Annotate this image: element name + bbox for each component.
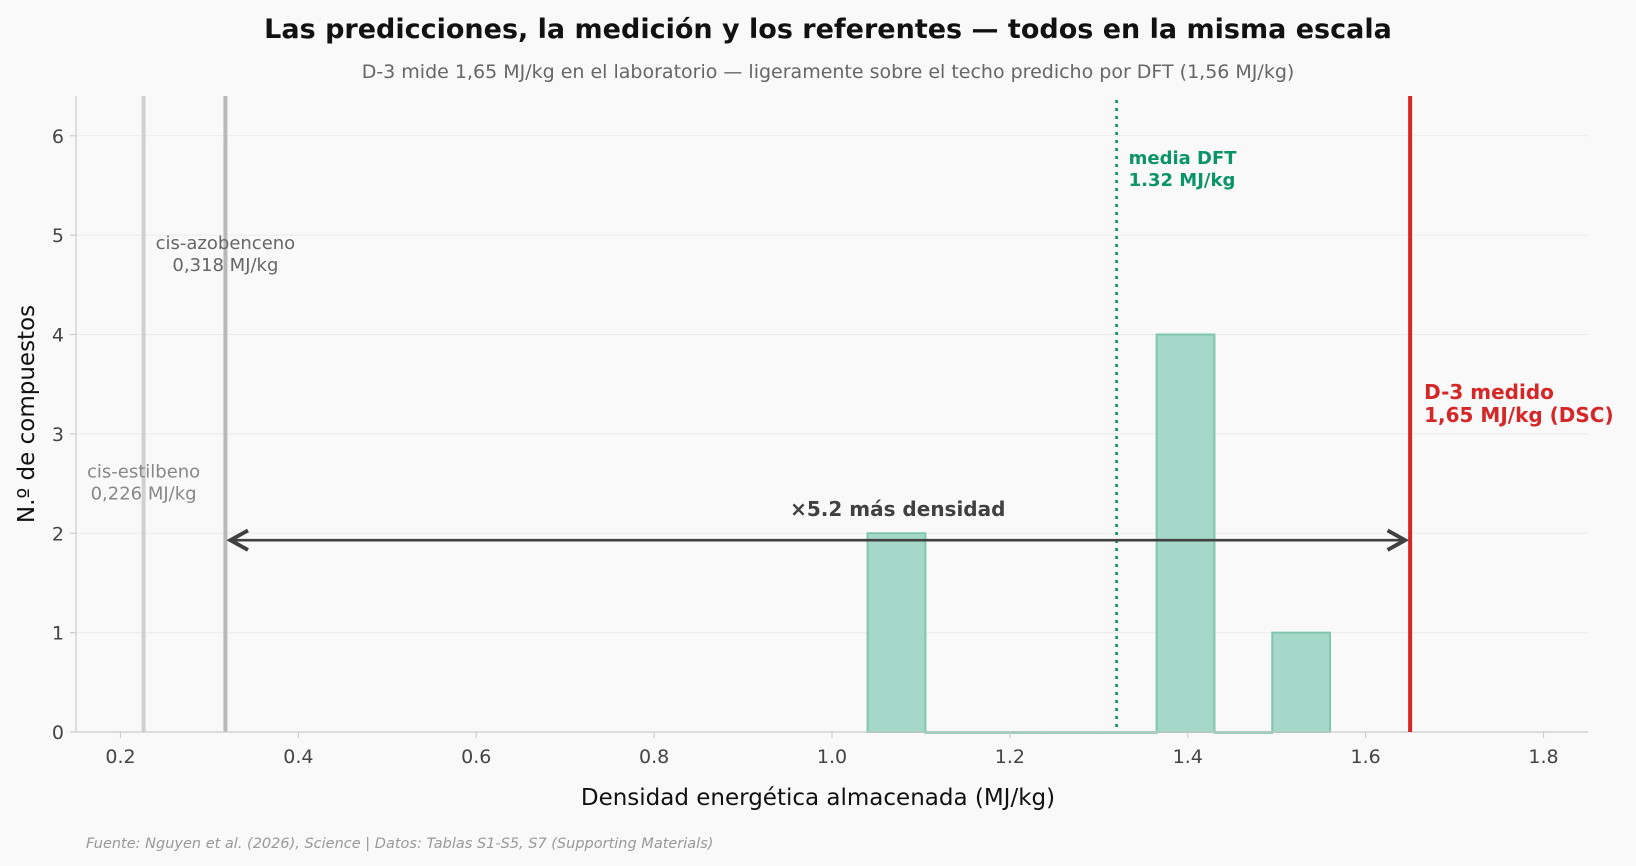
dft-mean-label: media DFT xyxy=(1129,148,1238,169)
y-tick-label: 0 xyxy=(52,722,64,744)
chart-subtitle: D-3 mide 1,65 MJ/kg en el laboratorio — … xyxy=(362,61,1295,83)
ratio-label: ×5.2 más densidad xyxy=(790,497,1005,521)
y-axis-label: N.º de compuestos xyxy=(14,305,40,523)
reference-label-cis-azobenceno: cis-azobenceno xyxy=(156,233,296,254)
histogram-bar xyxy=(866,532,927,733)
y-tick-label: 3 xyxy=(52,424,64,446)
y-tick-label: 4 xyxy=(52,325,64,347)
histogram-bar xyxy=(1271,631,1332,733)
y-tick-label: 5 xyxy=(52,225,64,247)
x-tick-label: 1.0 xyxy=(817,746,847,768)
measured-label: D-3 medido xyxy=(1424,380,1554,404)
y-ticks: 0 1 2 3 4 5 6 xyxy=(52,126,76,744)
x-tick-label: 0.6 xyxy=(461,746,491,768)
y-tick-label: 2 xyxy=(52,523,64,545)
reference-label-cis-estilbeno: cis-estilbeno xyxy=(87,462,200,483)
reference-value-cis-estilbeno: 0,226 MJ/kg xyxy=(91,484,197,505)
x-tick-label: 0.4 xyxy=(283,746,313,768)
histogram-bar xyxy=(1155,333,1216,733)
source-note: Fuente: Nguyen et al. (2026), Science | … xyxy=(86,836,713,852)
x-tick-label: 0.2 xyxy=(105,746,135,768)
y-tick-label: 1 xyxy=(52,623,64,645)
dft-mean-value: 1.32 MJ/kg xyxy=(1129,170,1236,191)
measured-value: 1,65 MJ/kg (DSC) xyxy=(1424,403,1614,427)
x-tick-label: 1.4 xyxy=(1173,746,1203,768)
x-tick-label: 1.6 xyxy=(1351,746,1381,768)
reference-value-cis-azobenceno: 0,318 MJ/kg xyxy=(172,255,278,276)
x-ticks: 0.2 0.4 0.6 0.8 1.0 1.2 1.4 1.6 1.8 xyxy=(105,732,1559,768)
x-tick-label: 1.2 xyxy=(995,746,1025,768)
x-tick-label: 0.8 xyxy=(639,746,669,768)
chart-title: Las predicciones, la medición y los refe… xyxy=(264,14,1392,45)
x-axis-label: Densidad energética almacenada (MJ/kg) xyxy=(581,785,1055,811)
x-tick-label: 1.8 xyxy=(1528,746,1558,768)
y-tick-label: 6 xyxy=(52,126,64,148)
